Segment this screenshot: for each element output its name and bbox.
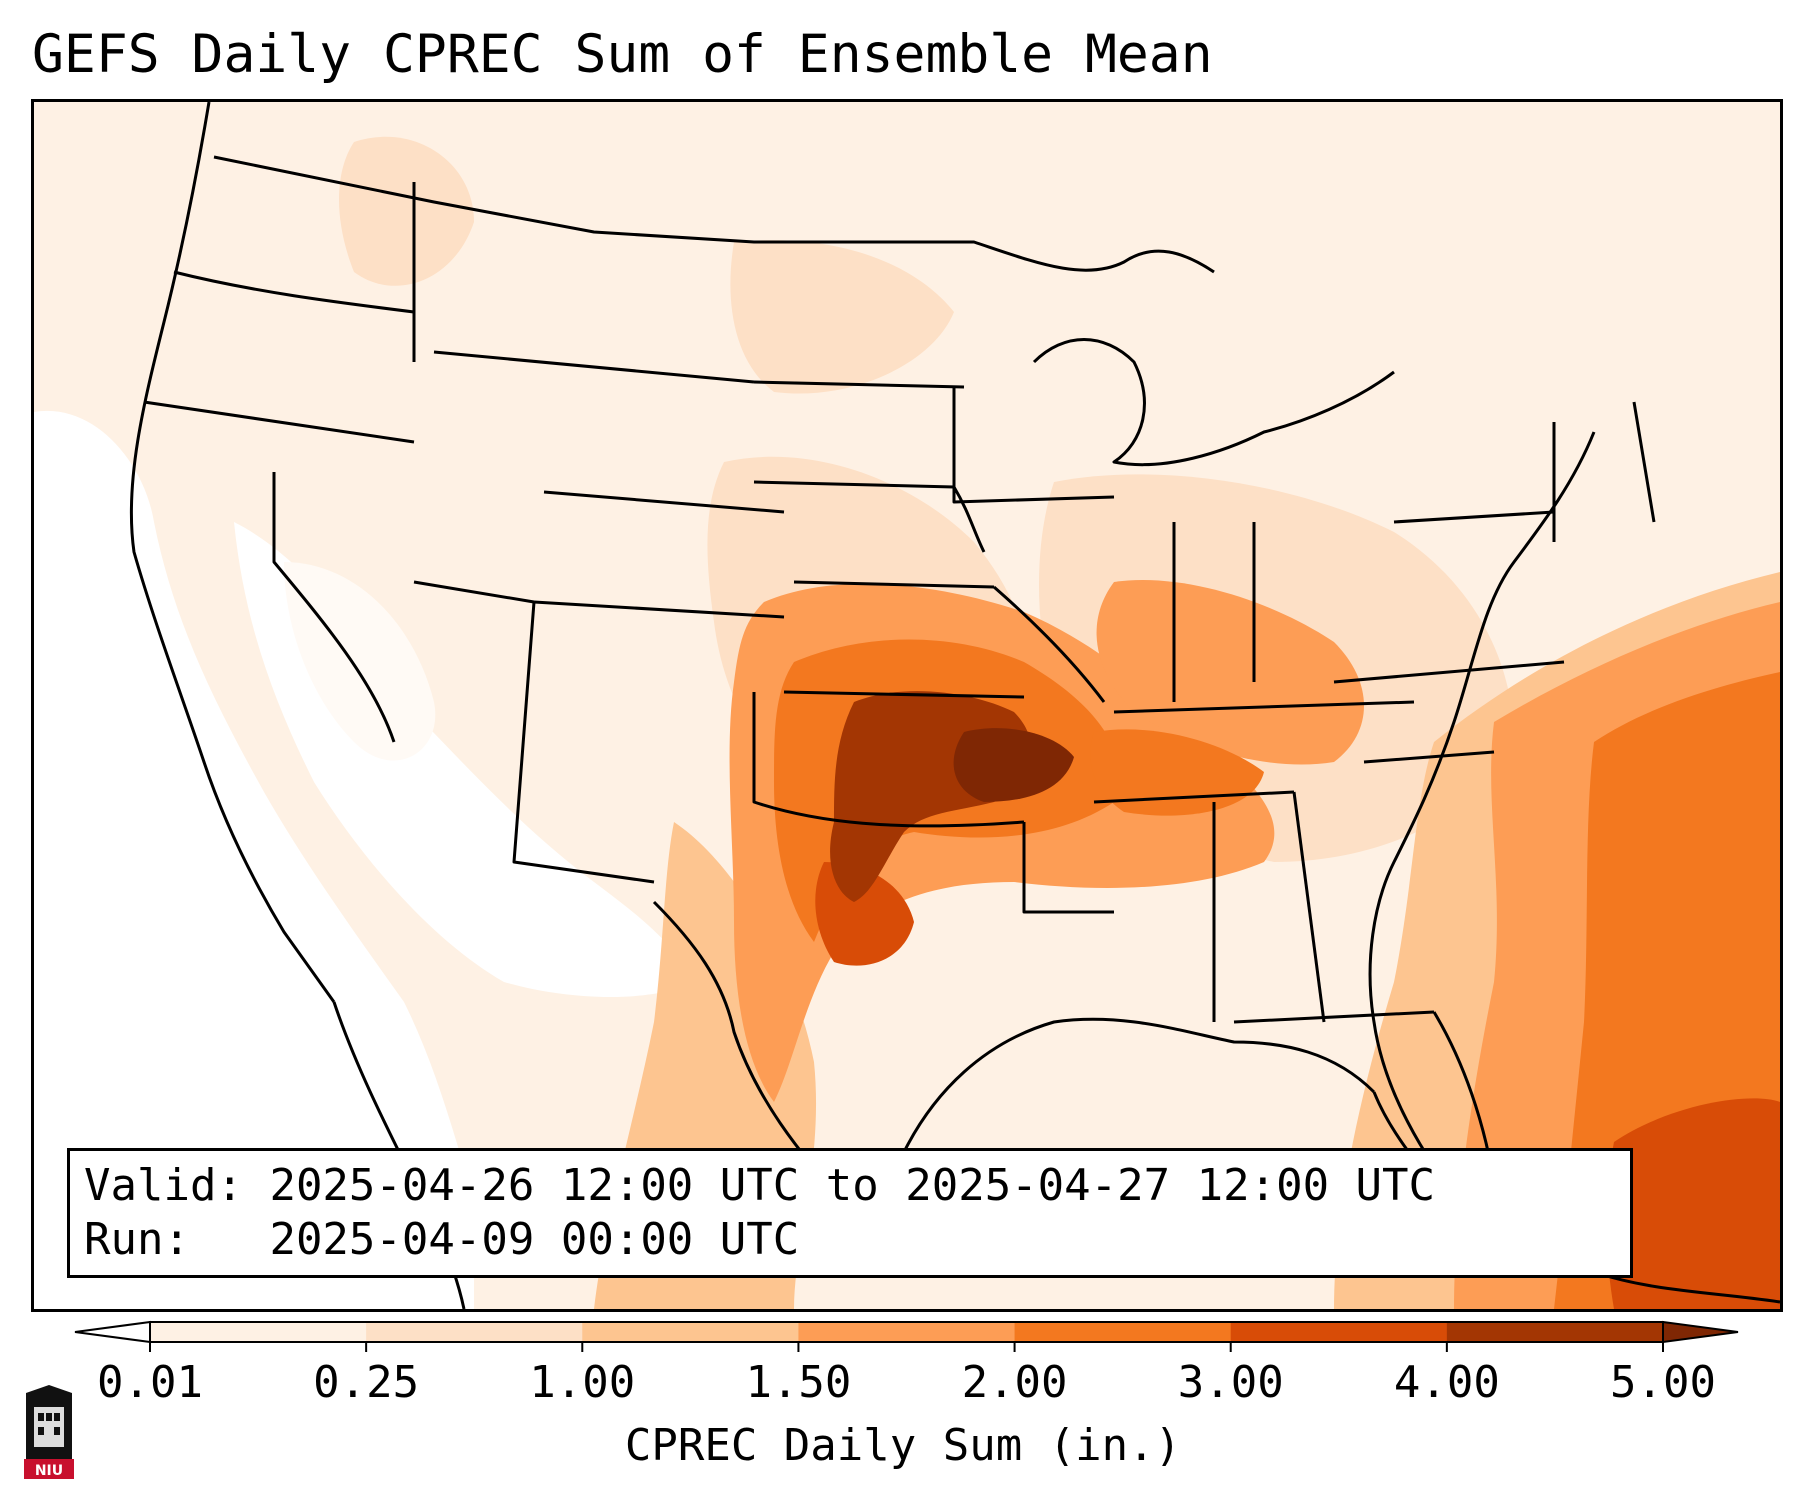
east-coast [1368, 431, 1596, 1233]
chart-title: GEFS Daily CPREC Sum of Ensemble Mean [32, 24, 1213, 85]
border-or-wa [173, 270, 415, 314]
border-sc-nc [1363, 750, 1495, 764]
border-nm-tx [512, 601, 655, 884]
colorbar-segments [74, 1320, 1739, 1344]
colorbar-segment [150, 1322, 367, 1342]
border-tn-ms [1093, 790, 1295, 804]
colorbar-tick-label: 3.00 [1177, 1357, 1284, 1408]
precip-moderate-ohio-valley [1096, 580, 1364, 765]
run-value: 2025-04-09 00:00 UTC [269, 1214, 800, 1265]
precip-max-peak [953, 728, 1074, 802]
colorbar-extend-high [1662, 1320, 1739, 1344]
border-mt-wy [433, 350, 755, 384]
gulf-coast [902, 1017, 1376, 1153]
colorbar [74, 1320, 1739, 1352]
border-new-england [1552, 401, 1656, 542]
border-nd-sd [753, 380, 965, 389]
border-mn-ia [952, 387, 1115, 504]
border-ga-fl [1233, 1010, 1435, 1024]
valid-label: Valid: [84, 1160, 243, 1211]
colorbar-tick-label: 4.00 [1393, 1357, 1500, 1408]
niu-logo-icon: NIU [24, 1385, 74, 1479]
colorbar-tick-label: 0.25 [313, 1357, 420, 1408]
run-label: Run: [84, 1214, 190, 1265]
border-wy-co [543, 490, 785, 514]
border-ut-az [413, 580, 535, 604]
colorbar-segment [1230, 1322, 1448, 1342]
border-nc-va [1333, 660, 1565, 684]
map-canvas [34, 102, 1780, 1309]
logo-text: NIU [35, 1463, 63, 1479]
precip-heavy-tennessee [1090, 729, 1264, 816]
canada-border [213, 155, 1215, 274]
colorbar-tick-label: 5.00 [1610, 1357, 1716, 1408]
colorbar-tick-label: 1.50 [745, 1357, 852, 1408]
colorbar-tick-label: 0.01 [97, 1357, 203, 1408]
great-lakes [1032, 338, 1395, 467]
colorbar-segment [582, 1322, 799, 1342]
dry-area-great-basin [284, 562, 436, 761]
border-ne-ks [793, 580, 995, 589]
border-ky-tn [1113, 700, 1415, 714]
colorbar-segment [798, 1322, 1016, 1342]
dry-area-pacific [34, 410, 474, 1309]
precip-light-dakotas [730, 240, 954, 394]
colorbar-segment [1446, 1322, 1664, 1342]
colorbar-tick-label: 1.00 [529, 1357, 636, 1408]
valid-run-info-box: Valid: 2025-04-26 12:00 UTC to 2025-04-2… [67, 1148, 1633, 1278]
border-al-ga [1292, 791, 1326, 1023]
precip-heavy-bahamas [1606, 1098, 1780, 1309]
west-coast [129, 102, 336, 1003]
precip-light-northwest [339, 136, 474, 286]
border-pa-ny [1393, 510, 1555, 524]
valid-value: 2025-04-26 12:00 UTC to 2025-04-27 12:00… [269, 1160, 1436, 1211]
border-mo-il [993, 585, 1106, 703]
border-or-ca [143, 400, 415, 444]
border-ks-ok [783, 690, 1025, 699]
colorbar-extend-low [74, 1320, 151, 1344]
colorbar-segment [1014, 1322, 1232, 1342]
precipitation-map[interactable] [31, 99, 1783, 1312]
border-ar-la [1022, 822, 1114, 914]
colorbar-title: CPREC Daily Sum (in.) [624, 1420, 1182, 1471]
border-ok-tx [752, 692, 1025, 828]
colorbar-ticks [149, 1342, 1664, 1352]
colorbar-tick-label: 2.00 [961, 1357, 1068, 1408]
border-ca-nv [272, 472, 396, 743]
colorbar-outline [149, 1321, 1664, 1343]
colorbar-segment [366, 1322, 583, 1342]
border-co-nm [533, 600, 785, 619]
